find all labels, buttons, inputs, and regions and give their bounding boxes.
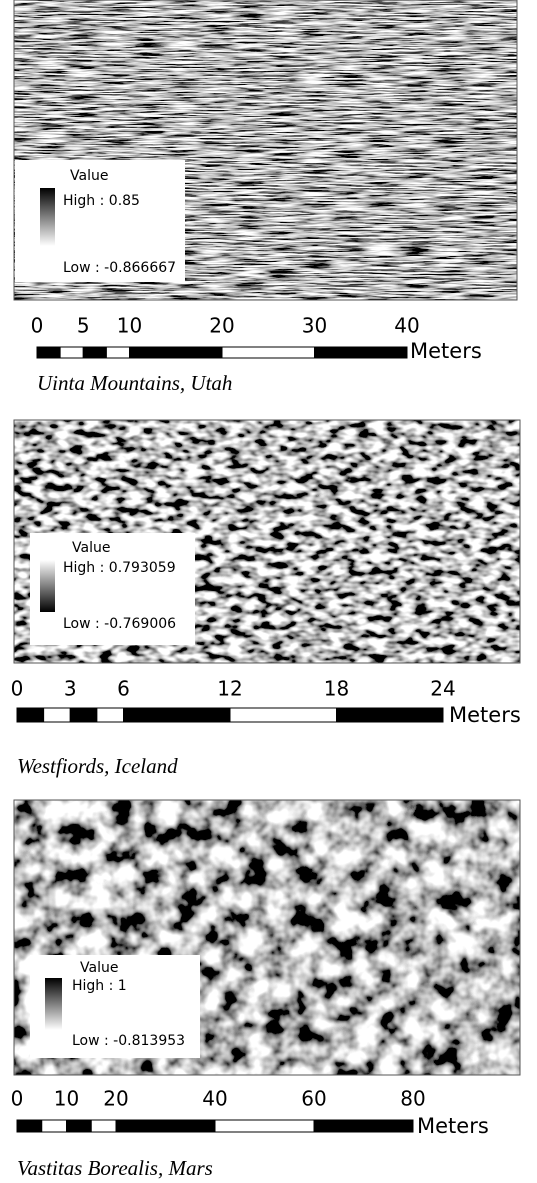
caption: Westfiords, Iceland [17,754,178,778]
scale-segment [44,708,71,722]
legend-title: Value [70,168,108,184]
scale-unit: Meters [410,339,482,363]
scale-label: 5 [77,314,90,338]
scale-segment [124,708,231,722]
scale-segment [91,1120,116,1132]
figure: ValueHigh : 0.85Low : -0.866667051020304… [0,0,537,1183]
scale-label: 30 [302,314,327,338]
scale-unit: Meters [449,703,521,727]
legend-gradient [40,188,55,246]
scale-segment [230,708,337,722]
scale-segment [337,708,444,722]
legend-gradient [40,560,55,612]
scale-label: 0 [11,1087,24,1111]
scale-label: 20 [103,1087,128,1111]
scale-segment [83,347,106,358]
legend-low: Low : -0.866667 [63,260,176,276]
scale-label: 40 [394,314,419,338]
scale-segment [37,347,60,358]
scale-segment [130,347,223,358]
scale-label: 60 [301,1087,326,1111]
scale-label: 24 [430,677,455,701]
scale-label: 10 [54,1087,79,1111]
scale-segment [315,347,408,358]
scale-label: 12 [217,677,242,701]
scale-label: 0 [11,677,24,701]
scale-segment [42,1120,67,1132]
legend-high: High : 1 [72,978,127,994]
legend-low: Low : -0.813953 [72,1033,185,1049]
scale-segment [70,708,97,722]
scale-segment [67,1120,92,1132]
legend-title: Value [80,960,118,976]
scale-segment [97,708,124,722]
scale-segment [17,1120,42,1132]
scale-label: 6 [117,677,130,701]
scale-segment [116,1120,215,1132]
scale-label: 20 [209,314,234,338]
scale-label: 3 [64,677,77,701]
scale-label: 0 [31,314,44,338]
legend-high: High : 0.85 [63,193,140,209]
legend-high: High : 0.793059 [63,560,176,576]
scale-segment [106,347,129,358]
scale-segment [215,1120,314,1132]
scale-label: 80 [400,1087,425,1111]
legend-title: Value [72,540,110,556]
scale-unit: Meters [417,1114,489,1138]
scale-segment [314,1120,413,1132]
legend-gradient [45,978,62,1030]
caption: Vastitas Borealis, Mars [17,1156,213,1180]
caption: Uinta Mountains, Utah [37,371,232,395]
scale-segment [60,347,83,358]
scale-label: 10 [117,314,142,338]
legend-low: Low : -0.769006 [63,616,176,632]
scale-label: 18 [324,677,349,701]
scale-segment [222,347,315,358]
scale-segment [17,708,44,722]
scale-label: 40 [202,1087,227,1111]
